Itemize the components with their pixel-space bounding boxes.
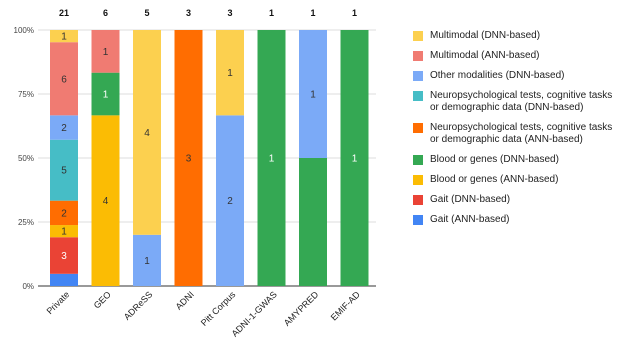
bar-segment bbox=[91, 30, 120, 73]
bar-totals: 21 6 5 3 3 1 1 1 bbox=[59, 8, 357, 18]
legend-label: Neuropsychological tests, cognitive task… bbox=[430, 90, 613, 113]
y-tick-label: 75% bbox=[18, 90, 34, 99]
segment-label: 1 bbox=[103, 90, 109, 101]
legend-swatch bbox=[413, 175, 423, 185]
legend-label: Blood or genes (ANN-based) bbox=[430, 174, 559, 185]
x-tick-label: AMYPRED bbox=[282, 289, 321, 328]
y-axis: 0% 25% 50% 75% 100% bbox=[14, 26, 34, 291]
segment-label: 1 bbox=[227, 68, 233, 79]
segment-label: 2 bbox=[61, 208, 67, 219]
legend-swatch bbox=[413, 155, 423, 165]
segment-label: 6 bbox=[61, 74, 67, 85]
bar-segment bbox=[216, 30, 244, 116]
bar-segment bbox=[50, 115, 78, 140]
bar-total-label: 5 bbox=[144, 8, 149, 18]
segment-label: 1 bbox=[310, 90, 316, 101]
bar-total-label: 3 bbox=[186, 8, 191, 18]
legend-label: Other modalities (DNN-based) bbox=[430, 70, 565, 81]
bar-segment bbox=[50, 225, 78, 238]
x-tick-label: Pitt Corpus bbox=[199, 289, 238, 328]
bar-segment bbox=[50, 237, 78, 274]
bar-total-label: 6 bbox=[103, 8, 108, 18]
bar-segment bbox=[299, 30, 327, 158]
y-tick-label: 100% bbox=[14, 26, 34, 35]
segment-label: 3 bbox=[61, 251, 67, 262]
bar-total-label: 3 bbox=[227, 8, 232, 18]
legend-item: Neuropsychological tests, cognitive task… bbox=[413, 90, 641, 114]
legend-item: Blood or genes (DNN-based) bbox=[413, 154, 641, 166]
bar-segment bbox=[50, 273, 78, 286]
segment-label: 1 bbox=[61, 227, 67, 238]
legend-swatch bbox=[413, 51, 423, 61]
legend-item: Gait (ANN-based) bbox=[413, 214, 641, 226]
x-tick-label: ADNI bbox=[174, 289, 196, 311]
legend-item: Multimodal (ANN-based) bbox=[413, 50, 641, 62]
legend-label: Multimodal (ANN-based) bbox=[430, 50, 540, 61]
segment-label: 4 bbox=[103, 196, 109, 207]
legend-label: Blood or genes (DNN-based) bbox=[430, 154, 559, 165]
bar-segment bbox=[50, 30, 78, 43]
bar-segment bbox=[133, 30, 161, 235]
legend-label: Gait (ANN-based) bbox=[430, 214, 510, 225]
legend-label: Gait (DNN-based) bbox=[430, 194, 511, 205]
bars bbox=[50, 30, 369, 286]
y-tick-label: 50% bbox=[18, 154, 34, 163]
x-axis: Private GEO ADReSS ADNI Pitt CorpusADNI-1-GW… bbox=[45, 289, 363, 339]
bar-segment bbox=[133, 234, 161, 286]
segment-label: 5 bbox=[61, 166, 67, 177]
y-tick-label: 25% bbox=[18, 218, 34, 227]
bar-total-label: 1 bbox=[269, 8, 274, 18]
legend: Multimodal (DNN-based) Multimodal (ANN-ba… bbox=[413, 30, 641, 234]
legend-item: Multimodal (DNN-based) bbox=[413, 30, 641, 42]
legend-swatch bbox=[413, 215, 423, 225]
bar-segment bbox=[340, 30, 369, 286]
bar-total-label: 1 bbox=[310, 8, 315, 18]
segment-label: 1 bbox=[103, 47, 109, 58]
legend-label: Multimodal (DNN-based) bbox=[430, 30, 541, 41]
segment-label: 1 bbox=[269, 154, 275, 165]
bar-segment bbox=[50, 42, 78, 116]
legend-item: Other modalities (DNN-based) bbox=[413, 70, 641, 82]
legend-label: Neuropsychological tests, cognitive task… bbox=[430, 122, 613, 145]
segment-label: 2 bbox=[61, 123, 67, 134]
segment-labels: 3 1 2 5 2 6 1 4 1 1 1 4 3 2 1 1 1 1 bbox=[61, 32, 358, 267]
segment-label: 1 bbox=[352, 154, 358, 165]
y-tick-label: 0% bbox=[22, 282, 34, 291]
bar-total-label: 21 bbox=[59, 8, 69, 18]
segment-label: 2 bbox=[227, 196, 233, 207]
legend-item: Neuropsychological tests, cognitive task… bbox=[413, 122, 641, 146]
legend-item: Blood or genes (ANN-based) bbox=[413, 174, 641, 186]
bar-segment bbox=[91, 72, 120, 116]
bar-segment bbox=[50, 200, 78, 226]
legend-swatch bbox=[413, 123, 423, 133]
bar-segment bbox=[257, 30, 286, 286]
bar-segment bbox=[91, 115, 120, 286]
bar-segment bbox=[216, 115, 244, 286]
legend-swatch bbox=[413, 71, 423, 81]
legend-swatch bbox=[413, 195, 423, 205]
legend-item: Gait (DNN-based) bbox=[413, 194, 641, 206]
x-tick-label: GEO bbox=[92, 289, 113, 310]
bar-segment bbox=[299, 158, 327, 286]
legend-swatch bbox=[413, 91, 423, 101]
segment-label: 1 bbox=[144, 256, 150, 267]
segment-label: 1 bbox=[61, 32, 67, 43]
x-tick-label: EMIF-AD bbox=[329, 289, 363, 323]
legend-swatch bbox=[413, 31, 423, 41]
segment-label: 4 bbox=[144, 128, 150, 139]
x-tick-label: ADReSS bbox=[122, 289, 155, 322]
segment-label: 3 bbox=[186, 154, 192, 165]
bar-segment bbox=[174, 30, 203, 286]
x-tick-label: Private bbox=[45, 289, 72, 316]
bar-segment bbox=[50, 139, 78, 201]
bar-total-label: 1 bbox=[352, 8, 357, 18]
